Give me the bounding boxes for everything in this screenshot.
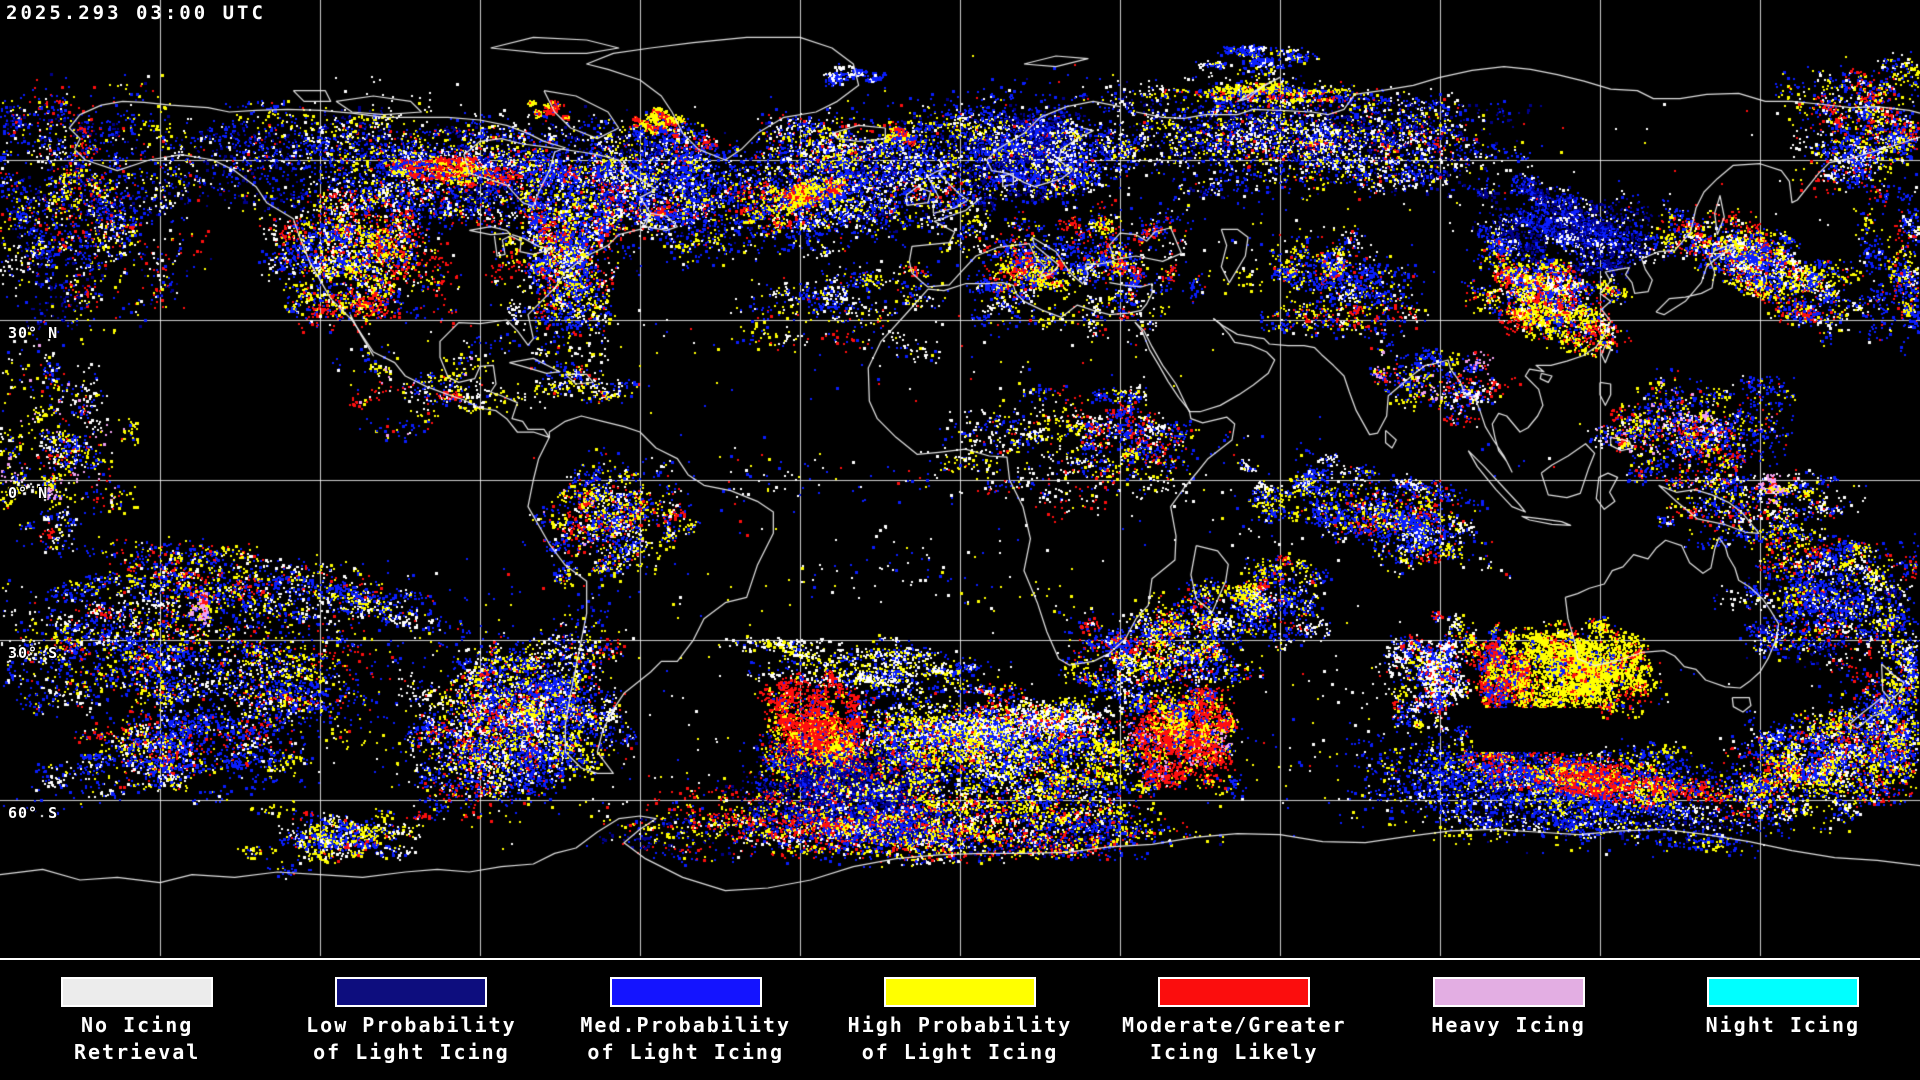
legend-bar: No Icing Retrieval Low Probability of Ligh…	[0, 958, 1920, 1080]
legend-label: High Probability of Light Icing	[847, 1013, 1073, 1064]
legend-item-night-icing: Night Icing	[1646, 960, 1920, 1080]
legend-label: Low Probability of Light Icing	[306, 1013, 517, 1064]
timestamp-label: 2025.293 03:00 UTC	[6, 2, 266, 24]
legend-item-med-prob-light-icing: Med.Probability of Light Icing	[549, 960, 823, 1080]
lat-label-2: 30° S	[8, 644, 59, 662]
legend-swatch-med-prob	[609, 977, 762, 1007]
legend-item-low-prob-light-icing: Low Probability of Light Icing	[274, 960, 548, 1080]
legend-item-heavy-icing: Heavy Icing	[1371, 960, 1645, 1080]
legend-swatch-moderate-greater	[1158, 977, 1311, 1007]
legend-label: Moderate/Greater Icing Likely	[1121, 1013, 1347, 1064]
legend-swatch-heavy-icing	[1432, 977, 1585, 1007]
legend-label: No Icing Retrieval	[73, 1013, 201, 1064]
legend-item-moderate-greater-icing: Moderate/Greater Icing Likely	[1097, 960, 1371, 1080]
legend-swatch-low-prob	[335, 977, 488, 1007]
legend-swatch-high-prob	[883, 977, 1036, 1007]
world-map-canvas	[0, 0, 1920, 958]
lat-label-3: 60° S	[8, 804, 59, 822]
lat-label-0: 30° N	[8, 324, 59, 342]
legend-swatch-night-icing	[1706, 977, 1859, 1007]
legend-label: Heavy Icing	[1431, 1013, 1586, 1037]
legend-item-high-prob-light-icing: High Probability of Light Icing	[823, 960, 1097, 1080]
legend-label: Med.Probability of Light Icing	[580, 1013, 792, 1064]
lat-label-1: 0° N	[8, 484, 49, 502]
legend-swatch-no-icing	[61, 977, 214, 1007]
legend-label: Night Icing	[1705, 1013, 1861, 1037]
legend-item-no-icing-retrieval: No Icing Retrieval	[0, 960, 274, 1080]
